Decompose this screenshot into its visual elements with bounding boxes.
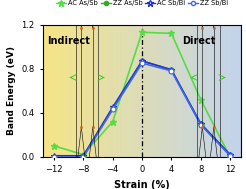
ZZ Sb/Bi (141, 62, 144, 64)
AC Sb/Bi (170, 69, 173, 71)
AC As/Sb (199, 98, 202, 101)
AC Sb/Bi (111, 106, 114, 108)
AC As/Sb (141, 31, 144, 33)
Point (79, 125, 83, 129)
AC As/Sb (170, 32, 173, 35)
Y-axis label: Band Energy (eV): Band Energy (eV) (7, 46, 16, 135)
ZZ Sb/Bi (82, 156, 85, 158)
Text: Direct: Direct (182, 36, 216, 46)
ZZ Sb/Bi (229, 155, 231, 157)
AC Sb/Bi (141, 60, 144, 62)
ZZ Sb/Bi (199, 124, 202, 126)
ZZ As/Sb (170, 69, 173, 71)
Point (91, 126, 95, 129)
Point (200, 125, 204, 129)
Point (200, 26, 204, 29)
ZZ As/Sb (111, 107, 114, 109)
ZZ As/Sb (229, 153, 231, 156)
AC Sb/Bi (53, 155, 56, 157)
Line: ZZ Sb/Bi: ZZ Sb/Bi (52, 61, 232, 159)
Point (74, 175, 77, 178)
Point (96, 175, 100, 178)
ZZ As/Sb (53, 156, 56, 158)
Text: Indirect: Indirect (47, 36, 90, 46)
AC As/Sb (53, 145, 56, 147)
Line: AC As/Sb: AC As/Sb (51, 29, 233, 160)
Point (79, 26, 83, 29)
ZZ As/Sb (199, 123, 202, 125)
X-axis label: Strain (%): Strain (%) (114, 180, 170, 189)
AC As/Sb (111, 120, 114, 123)
Legend: AC As/Sb, ZZ As/Sb, AC Sb/Bi, ZZ Sb/Bi: AC As/Sb, ZZ As/Sb, AC Sb/Bi, ZZ Sb/Bi (56, 0, 228, 6)
ZZ Sb/Bi (170, 70, 173, 72)
AC As/Sb (229, 156, 231, 158)
ZZ Sb/Bi (53, 156, 56, 158)
Point (217, 175, 221, 178)
ZZ As/Sb (82, 155, 85, 157)
Line: ZZ As/Sb: ZZ As/Sb (52, 59, 232, 159)
Point (206, 175, 210, 178)
AC Sb/Bi (199, 123, 202, 125)
Line: AC Sb/Bi: AC Sb/Bi (51, 58, 233, 159)
Point (85, 175, 89, 178)
Point (195, 175, 199, 178)
AC Sb/Bi (82, 155, 85, 157)
ZZ As/Sb (141, 60, 144, 62)
Point (212, 26, 216, 29)
Point (212, 126, 216, 129)
AC As/Sb (82, 153, 85, 156)
Point (91, 26, 95, 29)
AC Sb/Bi (229, 153, 231, 156)
ZZ Sb/Bi (111, 108, 114, 111)
